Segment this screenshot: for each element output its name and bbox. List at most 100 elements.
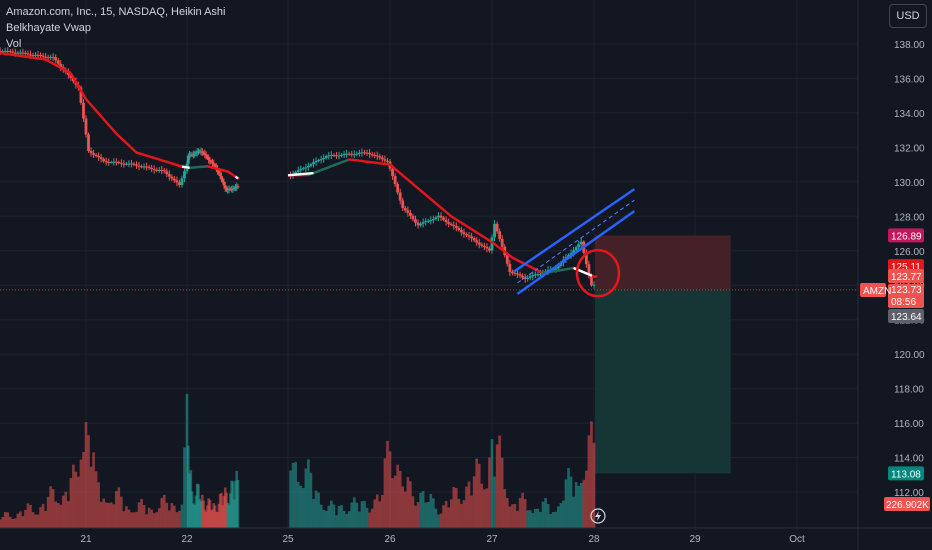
indicator-label[interactable]: Belkhayate Vwap [6, 22, 91, 34]
volume-bar [327, 505, 331, 528]
candle-body [528, 276, 532, 278]
volume-bar [135, 511, 138, 528]
volume-bar [79, 459, 83, 528]
candle-body [109, 162, 113, 164]
candle-body [355, 153, 359, 155]
volume-bar [8, 516, 12, 528]
volume-bar [150, 509, 153, 528]
volume-bar [590, 421, 593, 528]
volume-bar [370, 508, 374, 528]
candle-body [498, 231, 502, 239]
volume-bar [544, 497, 547, 528]
volume-bar [360, 501, 364, 528]
volume-bar [442, 505, 445, 528]
candle-body [127, 163, 131, 165]
volume-bar [132, 512, 136, 528]
volume-bar [391, 478, 394, 528]
volume-bar [162, 494, 166, 528]
candle-body [160, 169, 164, 171]
symbol-title[interactable]: Amazon.com, Inc., 15, NASDAQ, Heikin Ash… [6, 6, 226, 18]
volume-bar [353, 497, 356, 528]
volume-bar [87, 435, 90, 528]
candle-body [396, 184, 400, 193]
volume-bar [365, 507, 369, 528]
x-tick-label: 28 [588, 534, 600, 545]
candle-body [485, 246, 489, 249]
volume-bar [34, 514, 37, 528]
volume-bar [117, 487, 121, 528]
volume-bar [46, 496, 50, 528]
candle-body [409, 212, 412, 216]
volume-bar [299, 485, 303, 528]
volume-bar [3, 512, 7, 528]
candle-body [429, 220, 433, 222]
candle-body [419, 223, 422, 226]
volume-bar [373, 499, 376, 528]
candle-body [567, 255, 570, 258]
volume-bar [324, 510, 328, 528]
candle-body [92, 153, 95, 155]
symbol-tag: AMZN [863, 286, 891, 297]
candle-body [513, 272, 517, 274]
volume-bar [493, 476, 496, 528]
volume-bar [513, 503, 517, 528]
volume-bar [173, 505, 176, 528]
candle-body [516, 273, 519, 275]
candle-body [546, 269, 550, 272]
candle-body [370, 154, 374, 156]
volume-bar [506, 497, 509, 528]
volume-bar [168, 510, 171, 528]
candle-body [526, 277, 530, 279]
volume-bar [564, 479, 568, 528]
candle-body [368, 152, 371, 155]
volume-bar [64, 491, 68, 528]
volume-bar [21, 516, 25, 528]
x-tick-label: 25 [282, 534, 294, 545]
candle-body [533, 274, 537, 276]
candle-body [493, 223, 496, 238]
volume-tag: 226.902K [886, 500, 929, 511]
candle-body [102, 158, 106, 162]
volume-bar [378, 501, 382, 528]
high-price-tag: 125.11 [891, 262, 921, 273]
candle-body [337, 155, 341, 157]
x-tick-label: 26 [384, 534, 396, 545]
volume-bar [342, 510, 346, 528]
channel-upper-line [512, 188, 636, 273]
volume-bar [398, 470, 402, 528]
candle-body [231, 188, 235, 190]
candle-body [51, 57, 55, 59]
volume-bar [84, 422, 88, 528]
volume-bar [178, 510, 181, 528]
candle-body [186, 155, 190, 164]
candle-body [572, 250, 575, 254]
volume-bar [518, 498, 522, 528]
volume-bar [140, 498, 143, 528]
volume-bar [350, 502, 354, 528]
candle-body [66, 72, 70, 75]
volume-bar [447, 507, 450, 528]
currency-button[interactable]: USD [889, 4, 927, 28]
x-tick-label: 29 [689, 534, 701, 545]
candle-body [358, 152, 361, 154]
candle-body [536, 274, 540, 276]
volume-label[interactable]: Vol [6, 38, 22, 50]
candle-body [449, 223, 453, 225]
candle-body [41, 55, 45, 57]
candle-body [539, 273, 542, 275]
candle-body [36, 54, 40, 56]
candle-body [345, 153, 349, 155]
candle-body [218, 173, 222, 176]
candle-body [232, 188, 236, 190]
volume-bar [551, 512, 555, 528]
candle-body [202, 152, 205, 154]
volume-bar [155, 512, 158, 528]
candle-body [350, 153, 354, 155]
candle-body [69, 74, 73, 78]
candle-body [467, 235, 471, 237]
candle-body [206, 156, 209, 159]
candle-body [531, 275, 535, 277]
